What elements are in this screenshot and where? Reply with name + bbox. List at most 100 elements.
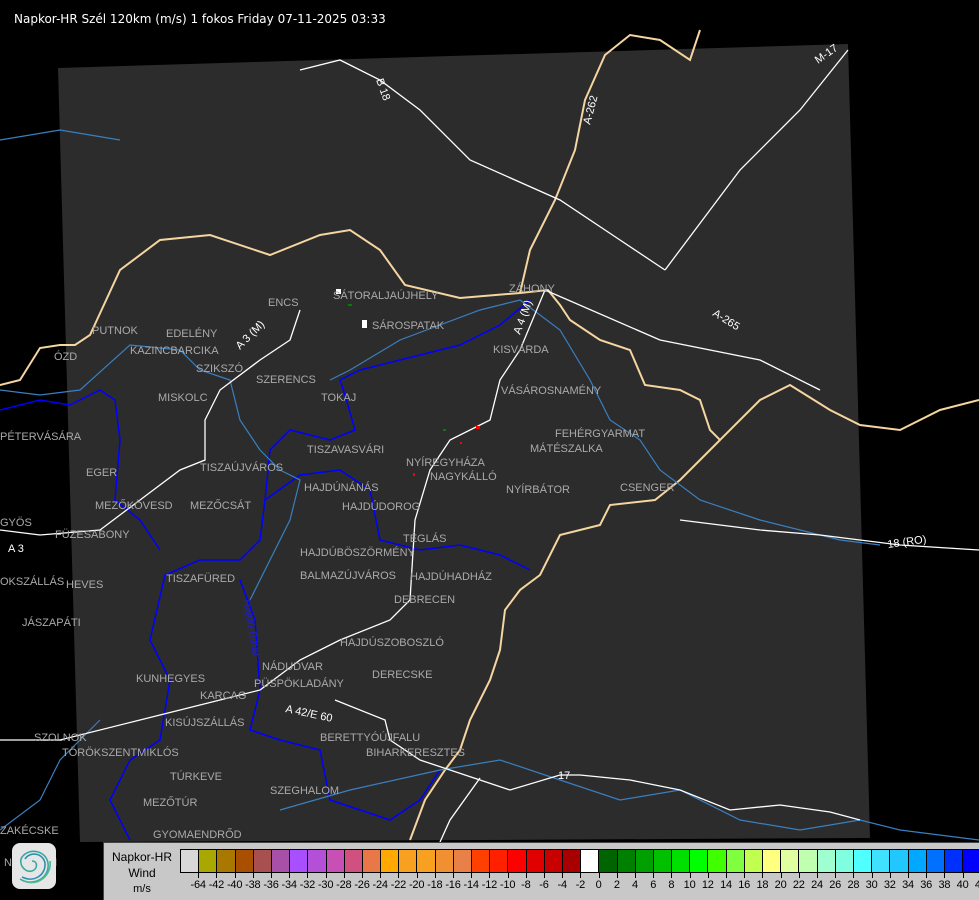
legend-label: 40 (956, 879, 969, 891)
swirl-icon (19, 850, 51, 884)
city-label: HAJDÚDOROG (342, 500, 420, 513)
city-label: FÜZESABONY (55, 529, 130, 541)
wind-cell (443, 429, 446, 431)
legend-swatch (253, 850, 272, 872)
legend-label: 32 (883, 879, 896, 891)
legend-swatch (890, 850, 909, 872)
county-border (339, 299, 531, 396)
legend-tick (198, 872, 200, 878)
road (679, 519, 979, 551)
river (0, 344, 301, 601)
legend-tick (416, 872, 418, 878)
legend-label: 18 (756, 879, 769, 891)
legend-tick (635, 872, 636, 878)
legend-swatch (653, 850, 673, 872)
city-label: TÖRÖKSZENTMIKLÓS (62, 746, 179, 759)
legend-label: 34 (902, 879, 914, 891)
river (0, 129, 121, 141)
legend-label: 36 (920, 879, 933, 891)
legend-tick (362, 872, 363, 878)
city-label: VÁSÁROSNAMÉNY (501, 384, 602, 397)
legend-swatch (290, 850, 309, 872)
legend-label: -14 (463, 879, 480, 891)
legend-label: -6 (539, 879, 549, 891)
legend-label: -24 (372, 879, 389, 891)
legend-swatch (617, 850, 636, 872)
legend-label: -8 (521, 879, 531, 891)
legend-label: 30 (865, 879, 878, 891)
legend-label: -16 (445, 879, 461, 891)
legend-label: 42 (974, 879, 979, 891)
city-label: EDELÉNY (166, 327, 218, 340)
legend-tick (234, 872, 236, 878)
road-label: 17 (558, 770, 570, 782)
legend-label: -40 (226, 879, 243, 891)
city-label: NYÍRBÁTOR (506, 483, 570, 496)
legend-label: -2 (575, 879, 586, 891)
legend-tick (398, 872, 400, 878)
city-label: GYOMAENDRŐD (153, 827, 242, 841)
city-label: NAGYKÁLLÓ (430, 470, 497, 483)
city-label: JÁSZAPÁTI (22, 616, 81, 629)
legend-tick (871, 872, 873, 878)
legend-swatch (963, 850, 979, 872)
legend-label: 12 (701, 879, 714, 891)
legend-swatch (544, 850, 563, 872)
legend-label: -36 (263, 879, 279, 891)
legend-label: -4 (557, 879, 567, 891)
road (0, 309, 301, 536)
wind-cell (460, 442, 462, 444)
legend-tick (908, 872, 909, 878)
wind-cell (476, 426, 480, 429)
legend-swatch (635, 850, 654, 872)
city-label: TISZAÚJVÁROS (200, 461, 283, 474)
legend-tick (562, 872, 564, 878)
legend-label: -30 (317, 879, 334, 891)
legend-tick (343, 872, 345, 878)
legend-swatch (217, 850, 236, 872)
legend-swatch (944, 850, 964, 872)
legend-swatch (399, 850, 418, 872)
legend-unit: m/s (133, 883, 151, 895)
legend-tick (453, 872, 454, 878)
legend-swatch (417, 850, 436, 872)
legend-label: 6 (650, 879, 657, 891)
legend-swatch (690, 850, 709, 872)
city-label: NYÍREGYHÁZA (406, 456, 486, 469)
legend-swatch (908, 850, 927, 872)
city-label: HAJDÚBÖSZÖRMÉNY (300, 546, 416, 559)
legend-tick (489, 872, 491, 878)
city-label: PÜSPÖKLADÁNY (254, 677, 345, 690)
legend-label: 8 (668, 879, 675, 891)
legend-label: 20 (774, 879, 787, 891)
legend-tick (252, 872, 254, 878)
legend-label: 14 (720, 879, 732, 891)
legend-label: 4 (632, 879, 638, 891)
wind-cell (413, 473, 415, 476)
city-label: BALMAZÚJVÁROS (300, 569, 396, 582)
color-scale (180, 849, 979, 873)
legend-label: 38 (938, 879, 951, 891)
city-label: HAJDÚNÁNÁS (304, 481, 379, 494)
legend-swatch (326, 850, 345, 872)
legend-tick (780, 872, 782, 878)
legend-tick (471, 872, 473, 878)
city-label: EGER (86, 467, 117, 479)
legend-label: 24 (811, 879, 823, 891)
legend-label: -32 (299, 879, 316, 891)
legend-tick (835, 872, 837, 878)
legend-swatch (781, 850, 800, 872)
city-label: MEZŐKÖVESD (95, 498, 173, 512)
legend-label: 0 (595, 879, 602, 891)
legend-swatch (526, 850, 545, 872)
legend-swatch (817, 850, 836, 872)
legend-tick (271, 872, 272, 878)
legend-tick (380, 872, 382, 878)
city-label: HAJDÚHADHÁZ (410, 570, 492, 583)
legend-label: -20 (408, 879, 425, 891)
city-label: HAJDÚSZOBOSZLÓ (340, 636, 444, 649)
city-label: MISKOLC (158, 392, 208, 404)
wind-cell (362, 320, 367, 328)
legend-tick (307, 872, 309, 878)
city-label: BERETTYÓÚJFALU (320, 731, 420, 744)
